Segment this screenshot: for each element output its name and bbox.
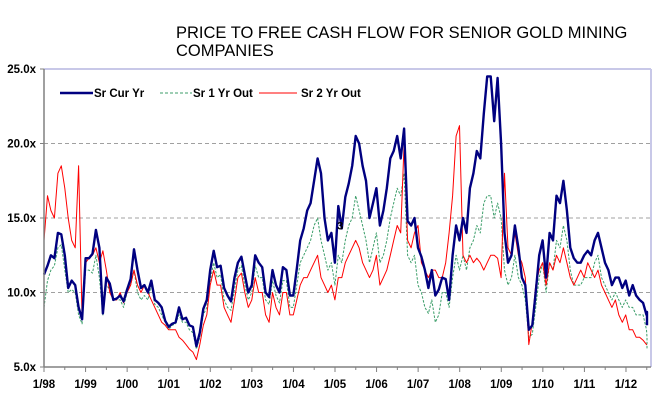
x-tick-label: 1/03 [241, 379, 263, 391]
x-tick-label: 1/10 [532, 379, 554, 391]
y-tick-label: 10.0x [7, 288, 36, 300]
x-tick-label: 1/99 [74, 379, 96, 391]
y-tick-label: 20.0x [7, 139, 36, 151]
x-tick-label: 1/11 [574, 379, 596, 391]
x-tick-label: 1/06 [365, 379, 387, 391]
y-tick-label: 15.0x [7, 213, 36, 225]
y-tick-label: 5.0x [14, 362, 37, 374]
annotation-label: 3 [337, 220, 343, 232]
gridlines [44, 143, 651, 293]
x-tick-label: 1/04 [282, 379, 305, 391]
legend: Sr Cur Yr Sr 1 Yr Out Sr 2 Yr Out [60, 88, 361, 100]
chart-title-line-1: PRICE TO FREE CASH FLOW FOR SENIOR GOLD … [176, 24, 627, 42]
x-tick-label: 1/07 [407, 379, 429, 391]
legend-label-sr-cur-yr: Sr Cur Yr [94, 88, 145, 100]
series-line-sr-2-yr-out [43, 125, 647, 361]
y-tick-label: 25.0x [7, 64, 36, 76]
x-tick-label: 1/08 [449, 379, 472, 391]
y-axis-ticks: 5.0x 10.0x 15.0x 20.0x 25.0x [7, 64, 44, 374]
series-line-sr-1-yr-out [43, 172, 648, 350]
chart-title-line-2: COMPANIES [176, 42, 274, 60]
x-tick-label: 1/01 [158, 379, 181, 391]
x-tick-label: 1/02 [199, 379, 221, 391]
legend-label-sr-1-yr-out: Sr 1 Yr Out [193, 88, 253, 100]
series-lines [42, 75, 649, 361]
x-tick-label: 1/00 [116, 379, 138, 391]
legend-label-sr-2-yr-out: Sr 2 Yr Out [301, 88, 361, 100]
x-tick-label: 1/12 [615, 379, 637, 391]
x-tick-label: 1/05 [324, 379, 347, 391]
x-axis-ticks: 1/98 1/99 1/00 1/01 1/02 1/03 1/04 1/05 1/06 1/07… [33, 367, 648, 391]
x-tick-label: 1/98 [33, 379, 56, 391]
series-line-sr-cur-yr [42, 75, 649, 348]
x-tick-label: 1/09 [490, 379, 512, 391]
